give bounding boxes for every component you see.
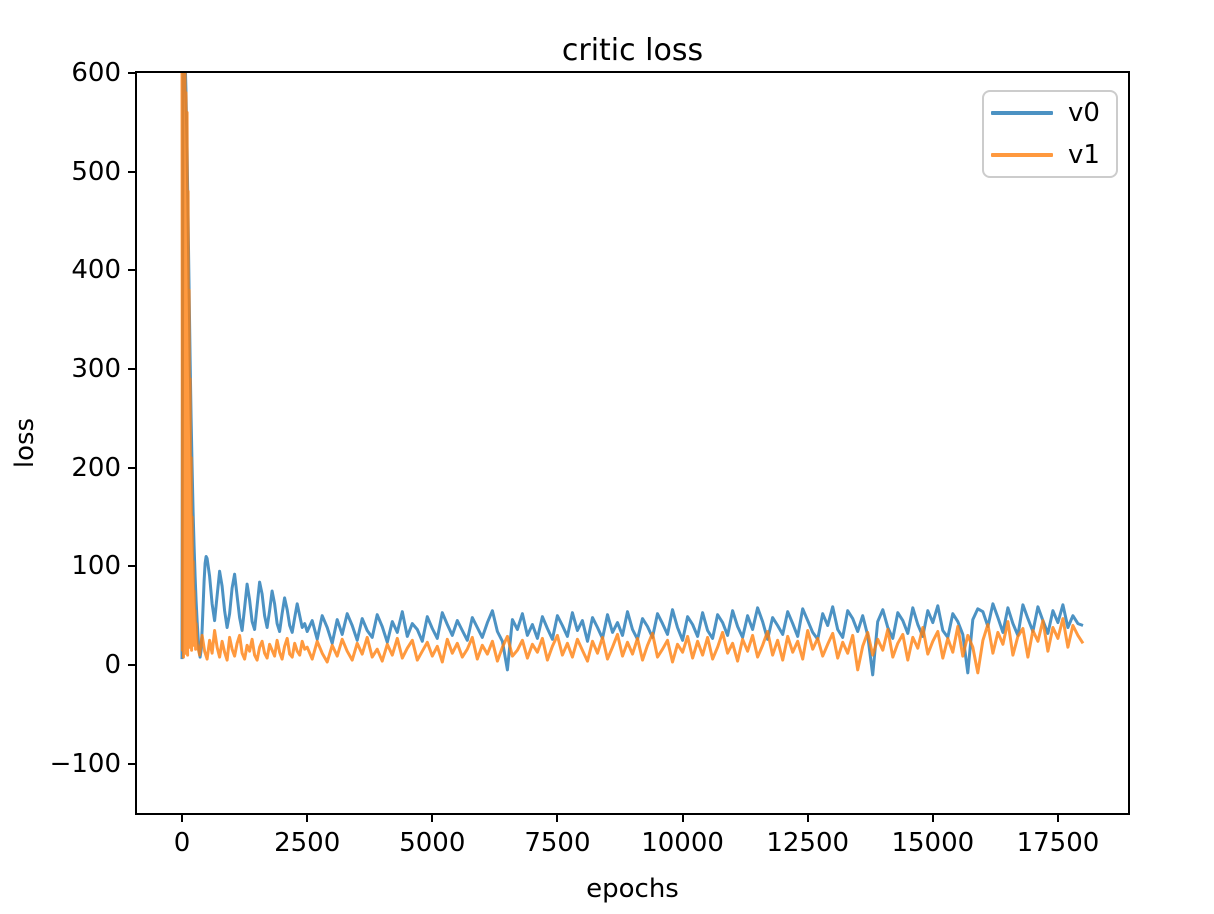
x-tick-mark — [181, 813, 184, 822]
x-tick-mark — [681, 813, 684, 822]
legend-entry-v1: v1 — [984, 134, 1116, 176]
legend-label-v0: v0 — [1068, 98, 1100, 128]
y-tick-label: 200 — [71, 452, 121, 483]
plot-area — [135, 71, 1130, 815]
y-tick-label: 400 — [71, 255, 121, 286]
x-tick-label: 7500 — [524, 828, 591, 858]
x-tick-mark — [556, 813, 559, 822]
x-tick-mark — [431, 813, 434, 822]
y-tick-mark — [128, 368, 137, 370]
x-tick-label: 10000 — [641, 828, 724, 858]
legend-label-v1: v1 — [1068, 140, 1100, 170]
series-line-v1 — [180, 73, 1085, 675]
y-tick-mark — [128, 170, 137, 173]
y-tick-mark — [128, 664, 137, 666]
x-tick-label: 5000 — [399, 828, 466, 858]
y-tick-mark — [128, 466, 137, 469]
y-tick-label: 600 — [71, 58, 121, 88]
x-tick-label: 0 — [173, 828, 191, 858]
legend-entry-v0: v0 — [984, 92, 1116, 134]
y-tick-label: 0 — [104, 650, 121, 680]
y-tick-mark — [128, 269, 137, 272]
x-tick-label: 15000 — [891, 828, 975, 858]
x-tick-label: 17500 — [1016, 828, 1100, 858]
x-axis-label: epochs — [586, 874, 679, 904]
x-tick-label: 12500 — [766, 828, 850, 858]
chart-title: critic loss — [561, 33, 704, 68]
y-tick-label: 100 — [71, 551, 121, 582]
y-tick-mark — [128, 565, 137, 568]
y-tick-mark — [128, 72, 137, 74]
y-tick-label: 300 — [71, 354, 121, 384]
legend: v0 v1 — [982, 90, 1118, 178]
x-tick-mark — [931, 813, 934, 822]
x-tick-mark — [806, 813, 809, 822]
x-tick-mark — [306, 813, 309, 822]
x-tick-label: 2500 — [274, 828, 341, 858]
legend-line-sample-v1 — [991, 153, 1053, 157]
y-tick-label: 500 — [71, 156, 121, 187]
y-tick-label: −100 — [49, 748, 121, 779]
y-tick-mark — [128, 762, 137, 765]
series-line-v0 — [180, 73, 1084, 677]
x-tick-mark — [1056, 813, 1059, 822]
legend-line-sample-v0 — [991, 111, 1053, 115]
